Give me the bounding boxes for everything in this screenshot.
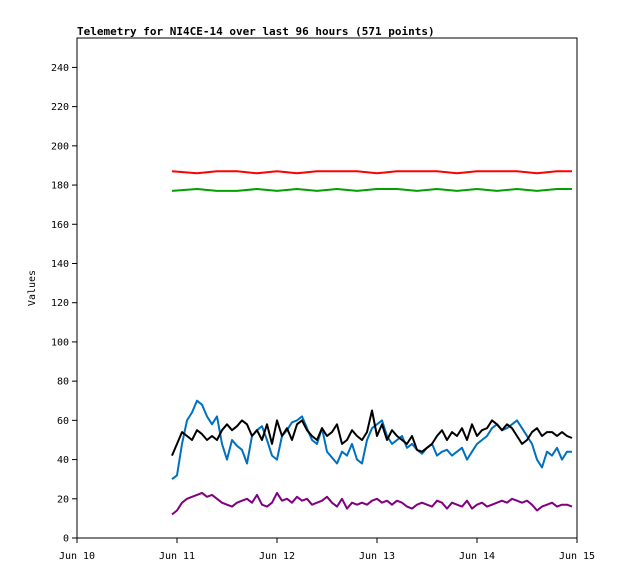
- y-tick-label: 140: [51, 259, 69, 270]
- y-tick-label: 240: [51, 63, 69, 74]
- series-line-2: [171, 188, 572, 192]
- series-line-4: [171, 409, 573, 456]
- y-tick-label: 80: [57, 377, 69, 388]
- x-axis: Jun 10 Jun 11 Jun 12 Jun 13 Jun 14 Jun 15: [59, 538, 595, 562]
- y-tick-label: 120: [51, 298, 69, 309]
- y-tick-label: 220: [51, 102, 69, 113]
- chart-title: Telemetry for NI4CE-14 over last 96 hour…: [77, 25, 435, 38]
- y-tick-label: 100: [51, 337, 69, 348]
- x-tick-label: Jun 11: [159, 551, 195, 562]
- y-axis-label: Values: [27, 270, 38, 306]
- series-line-3: [171, 399, 572, 480]
- x-tick-label: Jun 13: [359, 551, 395, 562]
- x-tick-label: Jun 10: [59, 551, 95, 562]
- x-tick-label: Jun 14: [459, 551, 495, 562]
- x-tick-label: Jun 12: [259, 551, 295, 562]
- x-tick-label: Jun 15: [559, 551, 595, 562]
- y-tick-label: 0: [63, 534, 69, 545]
- y-tick-label: 200: [51, 141, 69, 152]
- y-axis: 0 20 40 60 80 100 120 140 160 180 200 220 240: [51, 63, 77, 545]
- series-line-1: [171, 170, 572, 175]
- y-tick-label: 40: [57, 455, 69, 466]
- series-line-5: [171, 491, 573, 516]
- y-tick-label: 180: [51, 181, 69, 192]
- y-tick-label: 60: [57, 416, 69, 427]
- series-layer: [171, 170, 573, 516]
- y-tick-label: 20: [57, 494, 69, 505]
- plot-area: [76, 37, 578, 539]
- y-tick-label: 160: [51, 220, 69, 231]
